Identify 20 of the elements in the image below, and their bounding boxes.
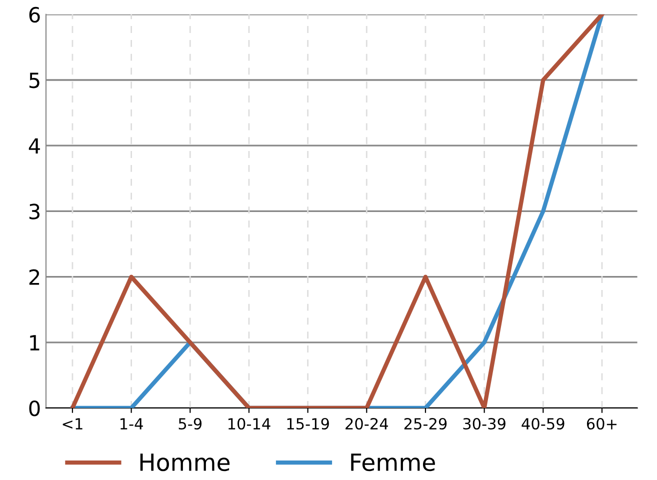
y-tick-label: 6 xyxy=(29,6,40,23)
legend-label: Femme xyxy=(351,454,435,472)
line-series xyxy=(70,14,604,408)
x-tick-label: 40-59 xyxy=(522,418,564,430)
y-tick-label: 0 xyxy=(29,400,40,416)
x-tick-label: 25-29 xyxy=(404,418,447,430)
x-tick-label: 1-4 xyxy=(120,418,143,430)
legend-label: Homme xyxy=(140,454,230,472)
y-tick-label: 5 xyxy=(29,72,40,88)
y-tick-label: 2 xyxy=(29,269,40,285)
x-tick-label: 30-39 xyxy=(463,418,506,430)
y-tick-label: 1 xyxy=(30,335,40,350)
x-tick-label: 10-14 xyxy=(228,418,270,430)
x-tick-label: 15-19 xyxy=(287,418,329,430)
y-tick-label: 3 xyxy=(29,204,40,220)
x-tick-label: <1 xyxy=(62,418,82,430)
x-tick-label: 5-9 xyxy=(178,418,202,430)
x-tick-label: 60+ xyxy=(586,418,616,430)
x-tick-label: 20-24 xyxy=(346,418,388,430)
y-tick-label: 4 xyxy=(28,138,40,154)
